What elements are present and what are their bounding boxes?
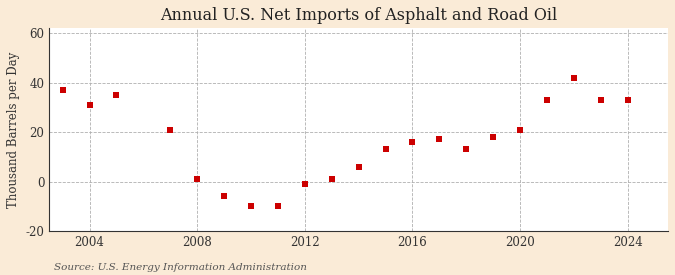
Point — [353, 164, 364, 169]
Text: Source: U.S. Energy Information Administration: Source: U.S. Energy Information Administ… — [54, 263, 307, 272]
Point — [407, 140, 418, 144]
Point — [595, 98, 606, 102]
Point — [84, 103, 95, 107]
Point — [514, 127, 525, 132]
Point — [488, 135, 499, 139]
Point — [434, 137, 445, 142]
Point — [326, 177, 337, 181]
Point — [273, 204, 284, 208]
Point — [380, 147, 391, 152]
Point — [568, 76, 579, 80]
Point — [246, 204, 256, 208]
Point — [57, 88, 68, 92]
Y-axis label: Thousand Barrels per Day: Thousand Barrels per Day — [7, 51, 20, 208]
Point — [541, 98, 552, 102]
Point — [192, 177, 202, 181]
Point — [219, 194, 230, 199]
Point — [165, 127, 176, 132]
Title: Annual U.S. Net Imports of Asphalt and Road Oil: Annual U.S. Net Imports of Asphalt and R… — [160, 7, 558, 24]
Point — [111, 93, 122, 97]
Point — [461, 147, 472, 152]
Point — [622, 98, 633, 102]
Point — [300, 182, 310, 186]
